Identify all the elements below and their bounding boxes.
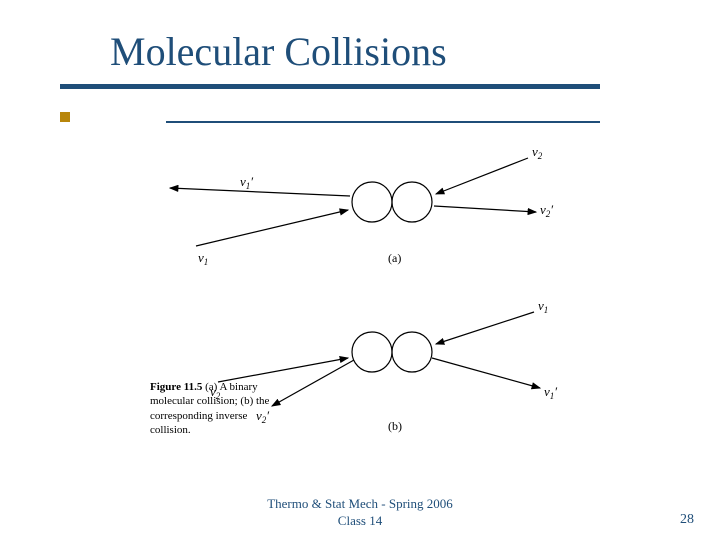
arrow-v1-a bbox=[196, 210, 348, 246]
title-underline-thick bbox=[60, 84, 600, 89]
footer: Thermo & Stat Mech - Spring 2006 Class 1… bbox=[0, 496, 720, 530]
label-v1p-b: v1′ bbox=[544, 384, 557, 401]
label-v2p-a: v2′ bbox=[540, 202, 553, 219]
label-v1-a: v1 bbox=[198, 250, 208, 267]
figure-caption: Figure 11.5 (a) A binary molecular colli… bbox=[150, 380, 290, 437]
arrow-v1p-a bbox=[170, 188, 350, 196]
molecule-2-b bbox=[392, 332, 432, 372]
arrow-v2-b bbox=[218, 358, 348, 382]
footer-line2: Class 14 bbox=[0, 513, 720, 530]
arrow-v2p-a bbox=[434, 206, 536, 212]
page-number: 28 bbox=[680, 512, 694, 528]
label-v2-a: v2 bbox=[532, 144, 543, 161]
footer-line1: Thermo & Stat Mech - Spring 2006 bbox=[0, 496, 720, 513]
title-underline-thin bbox=[166, 121, 600, 123]
label-v1p-a: v1′ bbox=[240, 174, 253, 191]
caption-prefix: Figure 11.5 bbox=[150, 381, 202, 393]
arrow-v1p-b bbox=[432, 358, 540, 388]
panel-label-a: (a) bbox=[388, 251, 401, 265]
molecule-1-a bbox=[352, 182, 392, 222]
slide-title: Molecular Collisions bbox=[110, 28, 447, 75]
molecule-2-a bbox=[392, 182, 432, 222]
arrow-v2-a bbox=[436, 158, 528, 194]
molecule-1-b bbox=[352, 332, 392, 372]
panel-label-b: (b) bbox=[388, 419, 402, 433]
arrow-v1-b bbox=[436, 312, 534, 344]
bullet-marker bbox=[60, 112, 70, 122]
label-v1-b: v1 bbox=[538, 298, 548, 315]
panel-a: v1 v2 v1′ v2′ (a) bbox=[170, 144, 553, 267]
